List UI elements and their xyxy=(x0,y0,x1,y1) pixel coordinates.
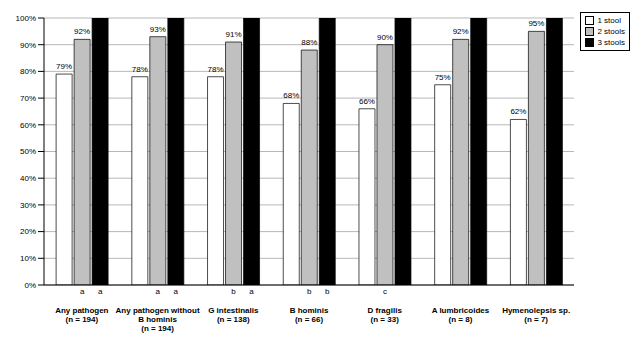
svg-text:B hominis: B hominis xyxy=(138,315,177,324)
svg-text:78%: 78% xyxy=(208,65,224,74)
svg-text:Hymenolepsis sp.: Hymenolepsis sp. xyxy=(502,306,570,315)
svg-text:a: a xyxy=(249,287,254,296)
svg-text:(n = 8): (n = 8) xyxy=(449,315,473,324)
svg-text:B hominis: B hominis xyxy=(290,306,329,315)
svg-text:70%: 70% xyxy=(20,94,36,103)
svg-text:c: c xyxy=(383,287,387,296)
svg-text:60%: 60% xyxy=(20,121,36,130)
svg-text:79%: 79% xyxy=(56,62,72,71)
svg-text:A lumbricoides: A lumbricoides xyxy=(432,306,490,315)
svg-text:a: a xyxy=(156,287,161,296)
svg-text:a: a xyxy=(174,287,179,296)
svg-text:(n = 33): (n = 33) xyxy=(371,315,400,324)
svg-text:a: a xyxy=(98,287,103,296)
svg-text:Any pathogen: Any pathogen xyxy=(55,306,108,315)
svg-text:78%: 78% xyxy=(132,65,148,74)
svg-text:62%: 62% xyxy=(510,107,526,116)
svg-text:(n = 66): (n = 66) xyxy=(295,315,324,324)
svg-text:100%: 100% xyxy=(16,14,36,23)
svg-text:b: b xyxy=(325,287,330,296)
svg-text:20%: 20% xyxy=(20,227,36,236)
svg-text:D fragilis: D fragilis xyxy=(368,306,403,315)
svg-text:90%: 90% xyxy=(377,33,393,42)
svg-text:66%: 66% xyxy=(359,97,375,106)
svg-text:95%: 95% xyxy=(528,19,544,28)
svg-text:10%: 10% xyxy=(20,254,36,263)
svg-text:0%: 0% xyxy=(24,281,36,290)
svg-text:68%: 68% xyxy=(283,91,299,100)
svg-text:G intestinalis: G intestinalis xyxy=(208,306,259,315)
svg-text:(n = 7): (n = 7) xyxy=(524,315,548,324)
svg-text:88%: 88% xyxy=(301,38,317,47)
svg-text:b: b xyxy=(307,287,312,296)
svg-text:Any pathogen without: Any pathogen without xyxy=(116,306,200,315)
html-text:1 stool: 1 stool xyxy=(597,16,621,25)
svg-text:80%: 80% xyxy=(20,67,36,76)
html-text:2 stools: 2 stools xyxy=(597,27,625,36)
html-text:3 stools: 3 stools xyxy=(597,38,625,47)
svg-text:a: a xyxy=(80,287,85,296)
svg-text:91%: 91% xyxy=(226,30,242,39)
svg-text:(n = 194): (n = 194) xyxy=(66,315,99,324)
svg-text:30%: 30% xyxy=(20,201,36,210)
svg-text:90%: 90% xyxy=(20,41,36,50)
svg-text:(n = 194): (n = 194) xyxy=(141,324,174,333)
svg-text:93%: 93% xyxy=(150,25,166,34)
svg-text:92%: 92% xyxy=(74,27,90,36)
svg-text:75%: 75% xyxy=(435,73,451,82)
svg-text:40%: 40% xyxy=(20,174,36,183)
svg-text:(n = 138): (n = 138) xyxy=(217,315,250,324)
svg-text:b: b xyxy=(231,287,236,296)
svg-text:92%: 92% xyxy=(453,27,469,36)
svg-text:50%: 50% xyxy=(20,147,36,156)
